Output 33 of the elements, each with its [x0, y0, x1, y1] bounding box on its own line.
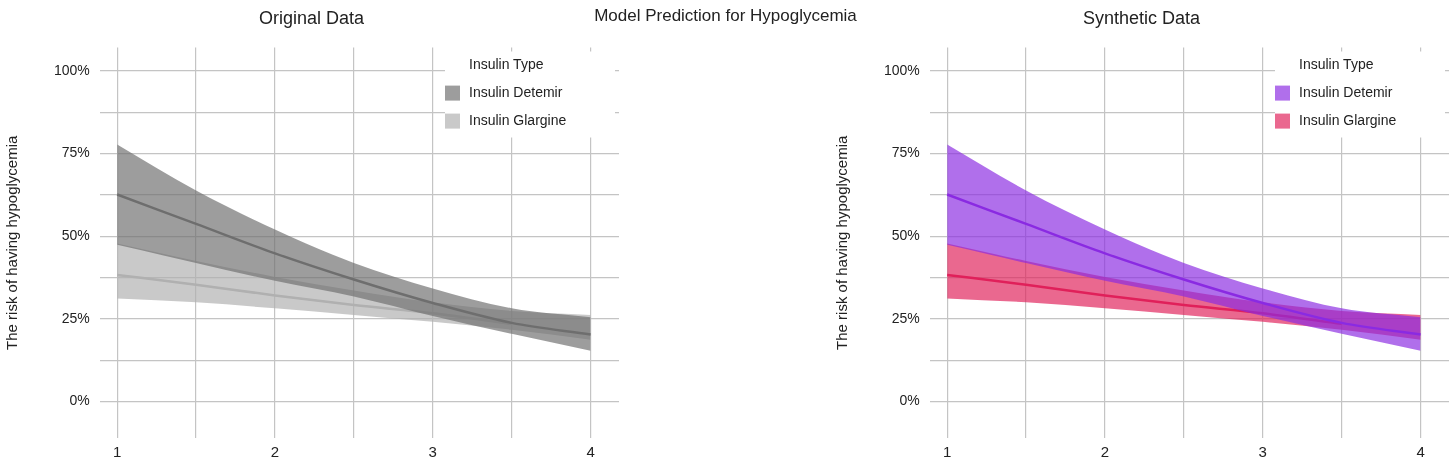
x-tick-label: 1: [942, 443, 952, 461]
x-tick-label: 1: [112, 443, 122, 461]
y-axis-title: The risk of having hypoglycemia: [3, 135, 21, 350]
legend-label: Insulin Glargine: [1299, 112, 1397, 129]
y-tick-label: 100%: [53, 61, 90, 78]
chart-title: Original Data: [258, 7, 366, 28]
y-tick-label: 25%: [891, 309, 920, 326]
x-tick-label: 2: [270, 443, 280, 461]
x-tick-label: 4: [1416, 443, 1425, 461]
text: Model Prediction for Hypoglycemia: [594, 6, 857, 25]
line-series: [115, 193, 592, 336]
y-tick-label: 50%: [61, 227, 90, 244]
line-series: [945, 193, 1422, 336]
y-tick-label: 0%: [69, 392, 90, 409]
y-tick-label: 100%: [883, 61, 920, 78]
legend-title: Insulin Type: [469, 56, 544, 73]
y-tick-label: 75%: [61, 144, 90, 161]
chart-title: Synthetic Data: [1082, 7, 1202, 28]
legend-label: Insulin Detemir: [1299, 84, 1393, 101]
legend-label: Insulin Glargine: [469, 112, 567, 129]
y-tick-label: 0%: [899, 392, 920, 409]
line-series: [945, 273, 1343, 326]
legend-title: Insulin Type: [1299, 56, 1374, 73]
x-tick-label: 3: [428, 443, 437, 461]
y-tick-label: 50%: [891, 227, 920, 244]
y-axis-title: The risk of having hypoglycemia: [833, 135, 851, 350]
x-tick-label: 2: [1100, 443, 1110, 461]
y-tick-label: 75%: [891, 144, 920, 161]
x-tick-label: 3: [1258, 443, 1267, 461]
line-series: [115, 273, 513, 326]
x-tick-label: 4: [586, 443, 595, 461]
y-tick-label: 25%: [61, 309, 90, 326]
legend-label: Insulin Detemir: [469, 84, 563, 101]
